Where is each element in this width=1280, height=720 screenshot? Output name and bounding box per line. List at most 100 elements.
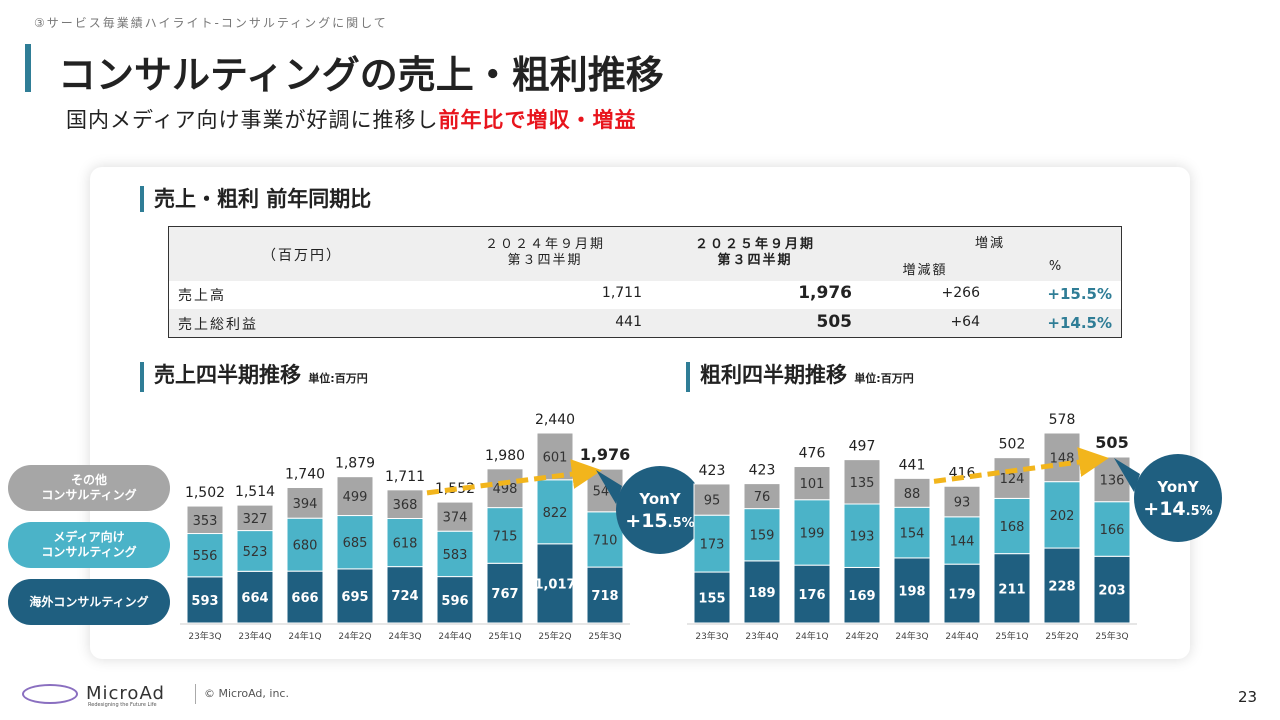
segment-label: 596: [441, 594, 468, 609]
segment-label: 718: [591, 589, 618, 604]
bar-segment: [693, 571, 731, 624]
change-header: 増減: [974, 236, 1005, 251]
table-row-stripe: [169, 309, 1121, 337]
bar-segment: [743, 483, 781, 510]
chart-unit: 単位:百万円: [308, 372, 368, 385]
table-cell: +14.5%: [1047, 314, 1112, 332]
segment-label: 664: [241, 591, 268, 606]
bar-segment: [586, 566, 624, 624]
bar-segment: [186, 505, 224, 535]
col-header-line: 第３四半期: [717, 253, 793, 268]
callout-sub: .5%: [1186, 504, 1213, 519]
bar-segment: [1043, 481, 1081, 549]
bar-segment: [436, 530, 474, 578]
bar-segment: [993, 497, 1031, 555]
bar-segment: [843, 503, 881, 568]
total-label: 1,711: [385, 469, 425, 485]
table-cell: 1,711: [601, 285, 642, 301]
trend-arrow: [933, 447, 1109, 484]
callout: [1134, 454, 1222, 542]
trend-arrow: [426, 459, 602, 496]
x-tick-label: 25年2Q: [1045, 630, 1078, 642]
table-cell: 441: [615, 314, 642, 330]
segment-label: 394: [293, 497, 318, 512]
segment-label: 176: [798, 588, 825, 603]
legend-item: 海外コンサルティング: [8, 579, 170, 625]
total-label: 502: [999, 437, 1026, 453]
table-cell: 売上高: [178, 288, 226, 304]
total-label: 1,740: [285, 467, 325, 483]
bar-segment: [943, 563, 981, 624]
table: [168, 226, 1122, 338]
table-cell: +64: [950, 314, 980, 330]
bar-segment: [943, 516, 981, 565]
title: コンサルティングの売上・粗利推移: [58, 53, 664, 97]
segment-label: 618: [393, 537, 418, 552]
bar-segment: [843, 566, 881, 624]
bar-segment: [793, 466, 831, 501]
table-cell: +266: [941, 285, 980, 301]
bar-segment: [693, 514, 731, 573]
segment-label: 593: [191, 594, 218, 609]
x-tick-label: 24年1Q: [288, 630, 321, 642]
segment-label: 710: [593, 533, 618, 548]
bar-segment: [586, 511, 624, 568]
total-label: 441: [899, 457, 926, 473]
segment-label: 154: [900, 527, 925, 542]
segment-label: 166: [1100, 523, 1125, 538]
bar-segment: [186, 576, 224, 624]
segment-label: 136: [1100, 473, 1125, 488]
segment-label: 135: [850, 476, 875, 491]
copyright: © MicroAd, inc.: [195, 684, 289, 704]
bar-segment: [843, 459, 881, 505]
segment-label: 159: [750, 529, 775, 544]
segment-label: 155: [698, 592, 725, 607]
segment-label: 695: [341, 590, 368, 605]
subtitle-text: 国内メディア向け事業が好調に推移し: [66, 108, 439, 132]
total-label: 423: [749, 463, 776, 479]
table-cell: 売上総利益: [178, 317, 258, 333]
bar-segment: [436, 576, 474, 624]
x-tick-label: 25年1Q: [995, 630, 1028, 642]
bar-segment: [743, 560, 781, 624]
bar-segment: [486, 468, 524, 509]
bar-segment: [336, 568, 374, 624]
segment-label: 368: [393, 498, 418, 513]
bar-segment: [436, 501, 474, 532]
chart-title: 売上四半期推移 単位:百万円: [140, 362, 368, 392]
section-label: ③サービス毎業績ハイライト-コンサルティングに関して: [34, 16, 388, 30]
bar-segment: [536, 432, 574, 481]
total-label: 423: [699, 463, 726, 479]
title-bar: [25, 44, 31, 92]
total-label: 1,879: [335, 456, 375, 472]
callout: [596, 470, 622, 504]
segment-label: 822: [543, 506, 568, 521]
bar-segment: [486, 507, 524, 564]
x-tick-label: 25年3Q: [1095, 630, 1128, 642]
change-col: %: [1048, 259, 1062, 274]
bar-segment: [186, 533, 224, 578]
total-label: 497: [849, 439, 876, 455]
bar-segment: [336, 476, 374, 517]
table-cell: 1,976: [798, 283, 852, 303]
table-cell: 505: [816, 312, 853, 332]
col-header: ２０２５年９月期 第３四半期: [660, 237, 850, 269]
table-cell: +15.5%: [1047, 285, 1112, 303]
segment-label: 666: [291, 591, 318, 606]
segment-label: 124: [1000, 472, 1025, 487]
bar-segment: [286, 517, 324, 572]
bar-segment: [893, 477, 931, 508]
legend-item: その他 コンサルティング: [8, 465, 170, 511]
segment-label: 169: [848, 589, 875, 604]
logo: [22, 684, 78, 704]
segment-label: 680: [293, 539, 318, 554]
segment-label: 1,017: [534, 577, 575, 592]
table-title: 売上・粗利 前年同期比: [140, 186, 371, 212]
bar-segment: [1043, 432, 1081, 483]
segment-label: 203: [1098, 584, 1125, 599]
segment-label: 144: [950, 534, 975, 549]
x-tick-label: 23年3Q: [695, 630, 728, 642]
callout-main: +15: [625, 510, 667, 532]
callout-label: YonY: [638, 490, 681, 508]
